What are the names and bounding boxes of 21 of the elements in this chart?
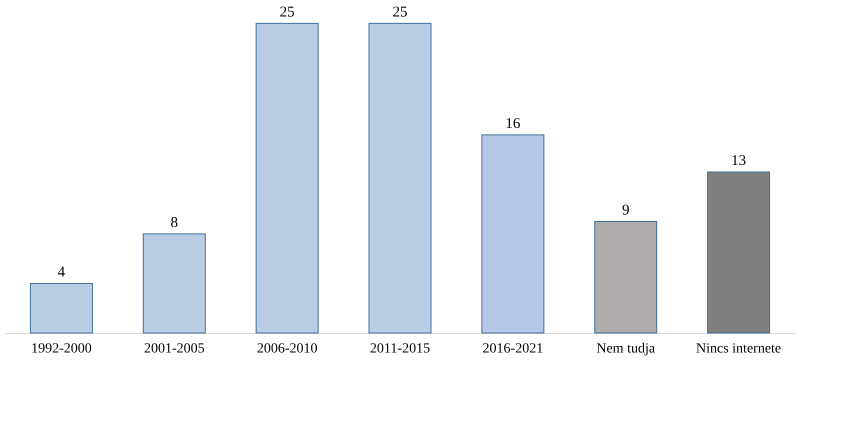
bar: [368, 22, 432, 334]
x-tick-label: Nincs internete: [696, 342, 782, 356]
bar: [256, 22, 319, 334]
bar: [594, 221, 658, 334]
x-tick-label: 2011-2015: [370, 342, 430, 356]
bar: [30, 282, 93, 334]
x-tick-label: 1992-2000: [31, 342, 92, 356]
bar: [707, 172, 770, 334]
data-label: 8: [170, 214, 178, 231]
x-tick-label: 2016-2021: [482, 342, 544, 356]
data-label: 13: [731, 153, 746, 169]
bar: [142, 233, 206, 334]
x-tick-label: 2006-2010: [256, 342, 318, 356]
bar: [481, 134, 544, 334]
data-label: 9: [622, 202, 630, 219]
data-label: 4: [58, 264, 66, 280]
data-label: 25: [392, 4, 408, 20]
x-tick-label: 2001-2005: [144, 342, 205, 356]
data-label: 25: [280, 4, 295, 20]
x-tick-label: Nem tudja: [596, 342, 656, 356]
data-label: 16: [505, 116, 521, 132]
